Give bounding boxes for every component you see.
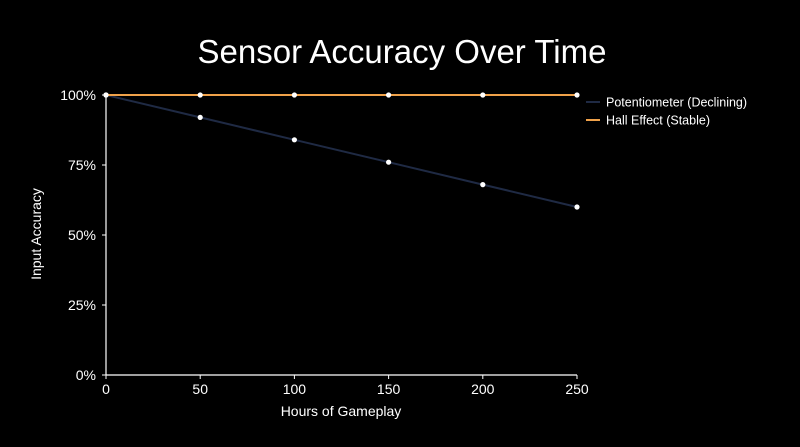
- x-tick-label: 50: [192, 381, 208, 397]
- data-point-potentiometer: [386, 159, 392, 165]
- y-tick-label: 100%: [60, 87, 96, 103]
- data-point-hall-effect: [197, 92, 203, 98]
- data-point-potentiometer: [291, 137, 297, 143]
- plot-area: 0% 25% 50% 75% 100% 0 50 100 150 200 250: [60, 87, 589, 397]
- legend: Potentiometer (Declining) Hall Effect (St…: [586, 96, 747, 128]
- y-tick-label: 50%: [68, 227, 96, 243]
- legend-label-hall-effect: Hall Effect (Stable): [606, 114, 710, 128]
- series-line-potentiometer: [105, 94, 578, 208]
- data-point-potentiometer: [197, 114, 203, 120]
- legend-label-potentiometer: Potentiometer (Declining): [606, 96, 747, 110]
- data-point-potentiometer: [480, 182, 486, 188]
- x-tick-label: 100: [283, 381, 307, 397]
- y-tick-label: 25%: [68, 297, 96, 313]
- y-tick-label: 75%: [68, 157, 96, 173]
- y-axis-label: Input Accuracy: [28, 188, 44, 280]
- y-tick-label: 0%: [76, 367, 96, 383]
- x-tick-label: 250: [565, 381, 589, 397]
- data-point-hall-effect: [480, 92, 486, 98]
- data-point-potentiometer: [574, 204, 580, 210]
- chart-title: Sensor Accuracy Over Time: [198, 33, 607, 70]
- x-tick-label: 200: [471, 381, 495, 397]
- data-point-hall-effect: [386, 92, 392, 98]
- x-axis-label: Hours of Gameplay: [281, 403, 402, 419]
- data-point-hall-effect: [103, 92, 109, 98]
- data-point-hall-effect: [574, 92, 580, 98]
- data-point-hall-effect: [291, 92, 297, 98]
- x-tick-label: 150: [377, 381, 401, 397]
- x-tick-label: 0: [102, 381, 110, 397]
